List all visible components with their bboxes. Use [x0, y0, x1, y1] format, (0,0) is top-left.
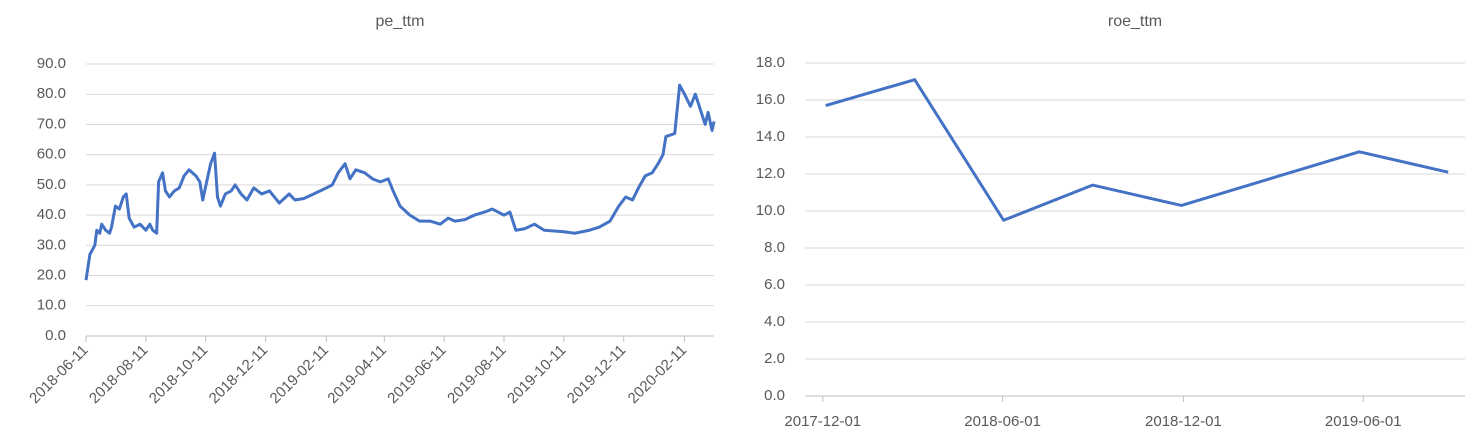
y-tick-label: 6.0 [764, 276, 785, 293]
y-tick-label: 90.0 [37, 55, 66, 72]
y-tick-label: 70.0 [37, 115, 66, 132]
x-tick-label: 2019-06-11 [384, 342, 449, 407]
y-tick-label: 16.0 [756, 91, 785, 108]
y-tick-label: 60.0 [37, 146, 66, 163]
x-tick-label: 2018-08-11 [86, 342, 151, 407]
x-tick-label: 2019-04-11 [324, 342, 389, 407]
y-tick-label: 14.0 [756, 128, 785, 145]
chart-title: pe_ttm [376, 13, 425, 30]
x-tick-label: 2018-12-01 [1145, 413, 1222, 430]
y-tick-label: 40.0 [37, 206, 66, 223]
y-tick-label: 10.0 [37, 297, 66, 314]
x-tick-label: 2018-06-11 [26, 342, 91, 407]
x-tick-label: 2019-12-11 [564, 342, 629, 407]
x-tick-label: 2019-06-01 [1325, 413, 1402, 430]
x-tick-label: 2019-08-11 [444, 342, 509, 407]
y-tick-label: 50.0 [37, 176, 66, 193]
x-tick-label: 2020-02-11 [625, 342, 690, 407]
chart-title: roe_ttm [1108, 13, 1162, 30]
y-tick-label: 18.0 [756, 54, 785, 71]
x-tick-label: 2018-10-11 [146, 342, 211, 407]
y-tick-label: 80.0 [37, 85, 66, 102]
x-tick-label: 2019-10-11 [504, 342, 569, 407]
y-tick-label: 8.0 [764, 239, 785, 256]
x-tick-label: 2018-06-01 [964, 413, 1041, 430]
data-line [84, 83, 716, 281]
y-tick-label: 10.0 [756, 202, 785, 219]
y-tick-label: 2.0 [764, 350, 785, 367]
y-tick-label: 20.0 [37, 267, 66, 284]
y-tick-label: 30.0 [37, 236, 66, 253]
y-tick-label: 0.0 [764, 387, 785, 404]
y-tick-label: 12.0 [756, 165, 785, 182]
y-tick-label: 0.0 [45, 327, 66, 344]
y-tick-label: 4.0 [764, 313, 785, 330]
x-tick-label: 2019-02-11 [267, 342, 332, 407]
x-tick-label: 2018-12-11 [206, 342, 271, 407]
data-line [825, 78, 1449, 222]
x-tick-label: 2017-12-01 [784, 413, 861, 430]
